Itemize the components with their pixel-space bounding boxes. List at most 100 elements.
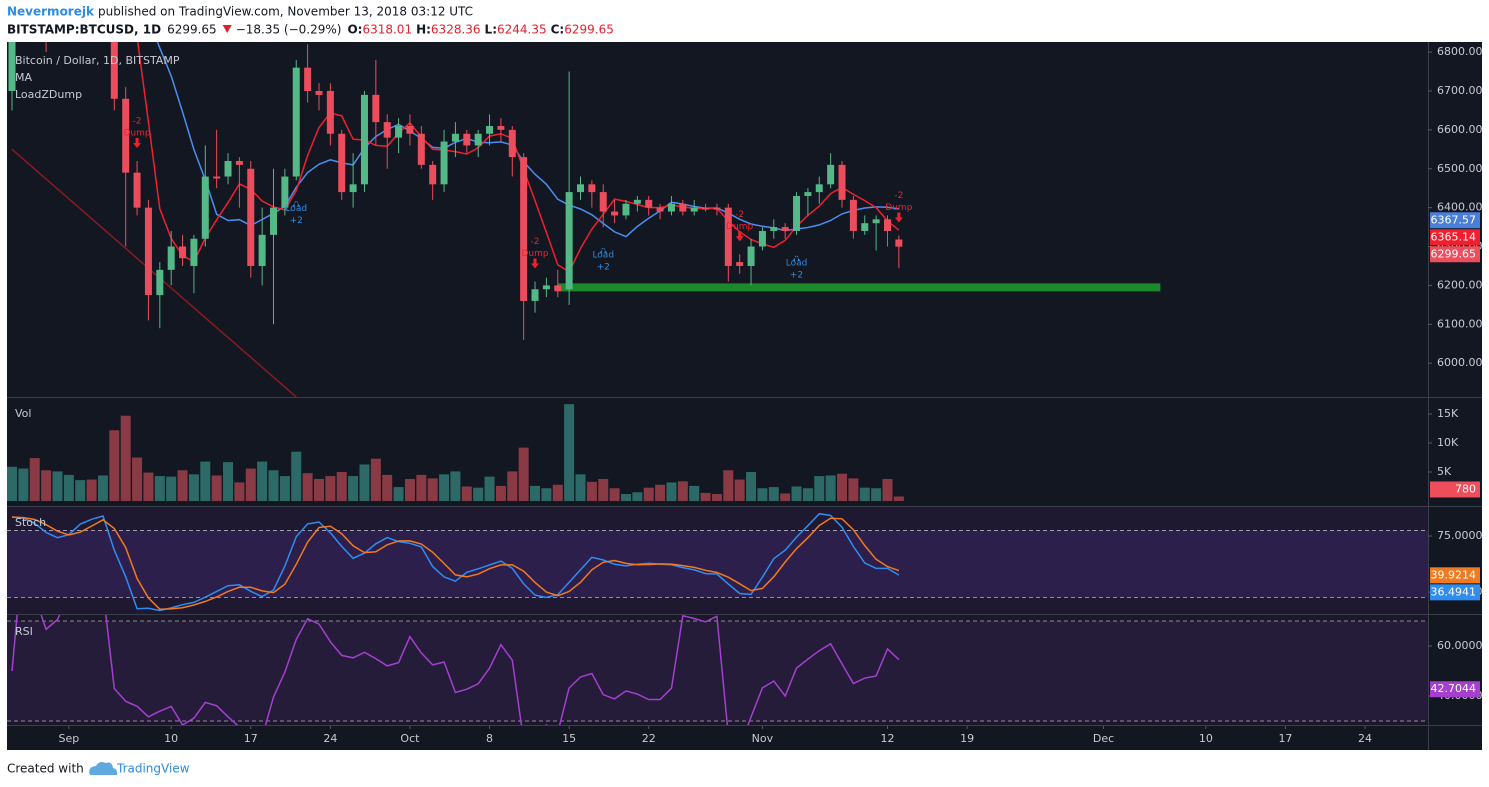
candle-body <box>599 192 607 212</box>
stoch-d <box>11 516 900 610</box>
price-tag-label: 780 <box>1455 482 1476 495</box>
candle-body <box>645 199 653 208</box>
x-tick-label: 10 <box>164 732 178 745</box>
candle-body <box>588 184 596 193</box>
volume-bar <box>279 476 290 501</box>
candle-body <box>190 238 198 266</box>
volume-bar <box>598 478 609 501</box>
ohlc-value: 6318.01 <box>362 23 412 37</box>
rsi-line <box>11 615 900 725</box>
volume-bar <box>586 481 597 501</box>
candle-body <box>861 223 869 231</box>
candle-body <box>463 133 471 146</box>
signal-label: -2 <box>531 237 540 247</box>
candle-body <box>110 42 118 99</box>
volume-bar <box>109 430 120 501</box>
candle-body <box>747 246 755 266</box>
candle-body <box>429 164 437 185</box>
signal-arrow <box>792 255 801 261</box>
logo[interactable] <box>89 762 118 775</box>
volume-bar <box>177 470 188 501</box>
y-tick-label: 6000.00 <box>1437 356 1483 369</box>
candle-body <box>713 207 721 210</box>
volume-bar <box>404 478 415 501</box>
candle-body <box>133 172 141 208</box>
y-tick-label: 60.0000 <box>1437 639 1483 652</box>
y-tick-label: 6100.00 <box>1437 317 1483 330</box>
pane-title: LoadZDump <box>15 88 82 101</box>
candle-body <box>281 176 289 208</box>
volume-bar <box>893 496 904 501</box>
x-tick-label: 22 <box>642 732 656 745</box>
volume-bar <box>666 482 677 501</box>
price-tag-label: 6365.14 <box>1431 230 1477 243</box>
candle-body <box>793 195 801 231</box>
candle-body <box>372 94 380 123</box>
x-tick-label: 19 <box>960 732 974 745</box>
candle-body <box>235 160 243 165</box>
symbol-line: BITSTAMP:BTCUSD, 1D 6299.65 −18.35 (−0.29%… <box>7 23 614 37</box>
signal-label: Dump <box>726 222 753 232</box>
candle-body <box>736 262 744 266</box>
pane-title: MA <box>15 71 32 84</box>
volume-bar <box>723 470 734 501</box>
volume-bar <box>450 471 461 501</box>
volume-bar <box>655 484 666 501</box>
pane-title: Stoch <box>15 516 46 529</box>
volume-bar <box>541 488 552 501</box>
candle-body <box>213 176 221 179</box>
candle-body <box>827 164 835 185</box>
candle-body <box>326 90 334 134</box>
volume-bar <box>848 478 859 501</box>
volume-bar <box>564 404 575 501</box>
volume-bar <box>711 494 722 501</box>
signal-label: Dump <box>885 203 912 213</box>
ohlc-label: L: <box>485 23 497 37</box>
candle-body <box>622 203 630 216</box>
volume-bar <box>473 487 484 501</box>
volume-bar <box>313 478 324 501</box>
volume-bar <box>29 458 40 501</box>
x-tick-label: Nov <box>752 732 774 745</box>
price-tag-label: 6299.65 <box>1431 247 1477 260</box>
footer-brand[interactable]: TradingView <box>116 762 190 776</box>
author[interactable]: Nevermorejk <box>7 5 95 19</box>
x-tick-label: 24 <box>323 732 337 745</box>
candle-body <box>667 203 675 212</box>
candle-body <box>497 125 505 130</box>
candle-body <box>395 125 403 138</box>
signal-label: Dump <box>521 249 548 259</box>
volume-bar <box>439 474 450 501</box>
candle-body <box>360 94 368 185</box>
candle-body <box>577 184 584 193</box>
band <box>7 621 1428 721</box>
signal-label: +2 <box>790 270 803 280</box>
volume-bar <box>882 478 893 501</box>
price-tag <box>1430 246 1480 263</box>
x-tick-label: 10 <box>1199 732 1213 745</box>
ohlc-value: 6299.65 <box>564 23 614 37</box>
candle-body <box>702 207 710 210</box>
band <box>7 530 1428 598</box>
volume-bar <box>484 476 495 501</box>
volume-bar <box>188 474 199 501</box>
y-tick-label: 6400.00 <box>1437 201 1483 214</box>
candle-body <box>304 67 312 91</box>
stoch-k <box>11 512 900 612</box>
x-tick-label: 17 <box>1278 732 1292 745</box>
y-tick-label: 15K <box>1437 407 1459 420</box>
candle-body <box>486 125 494 134</box>
volume-bar <box>518 447 529 501</box>
trend-line <box>11 148 297 397</box>
x-tick-label: 8 <box>486 732 493 745</box>
volume-bar <box>780 493 791 501</box>
volume-bar <box>825 475 836 501</box>
volume-bar <box>859 487 870 501</box>
volume-bar <box>757 488 768 501</box>
price-tag <box>1430 481 1480 498</box>
price-tag <box>1430 681 1480 698</box>
volume-bar <box>814 476 825 501</box>
candle-body <box>633 199 641 204</box>
volume-bar <box>791 486 802 501</box>
x-tick-label: 17 <box>244 732 258 745</box>
